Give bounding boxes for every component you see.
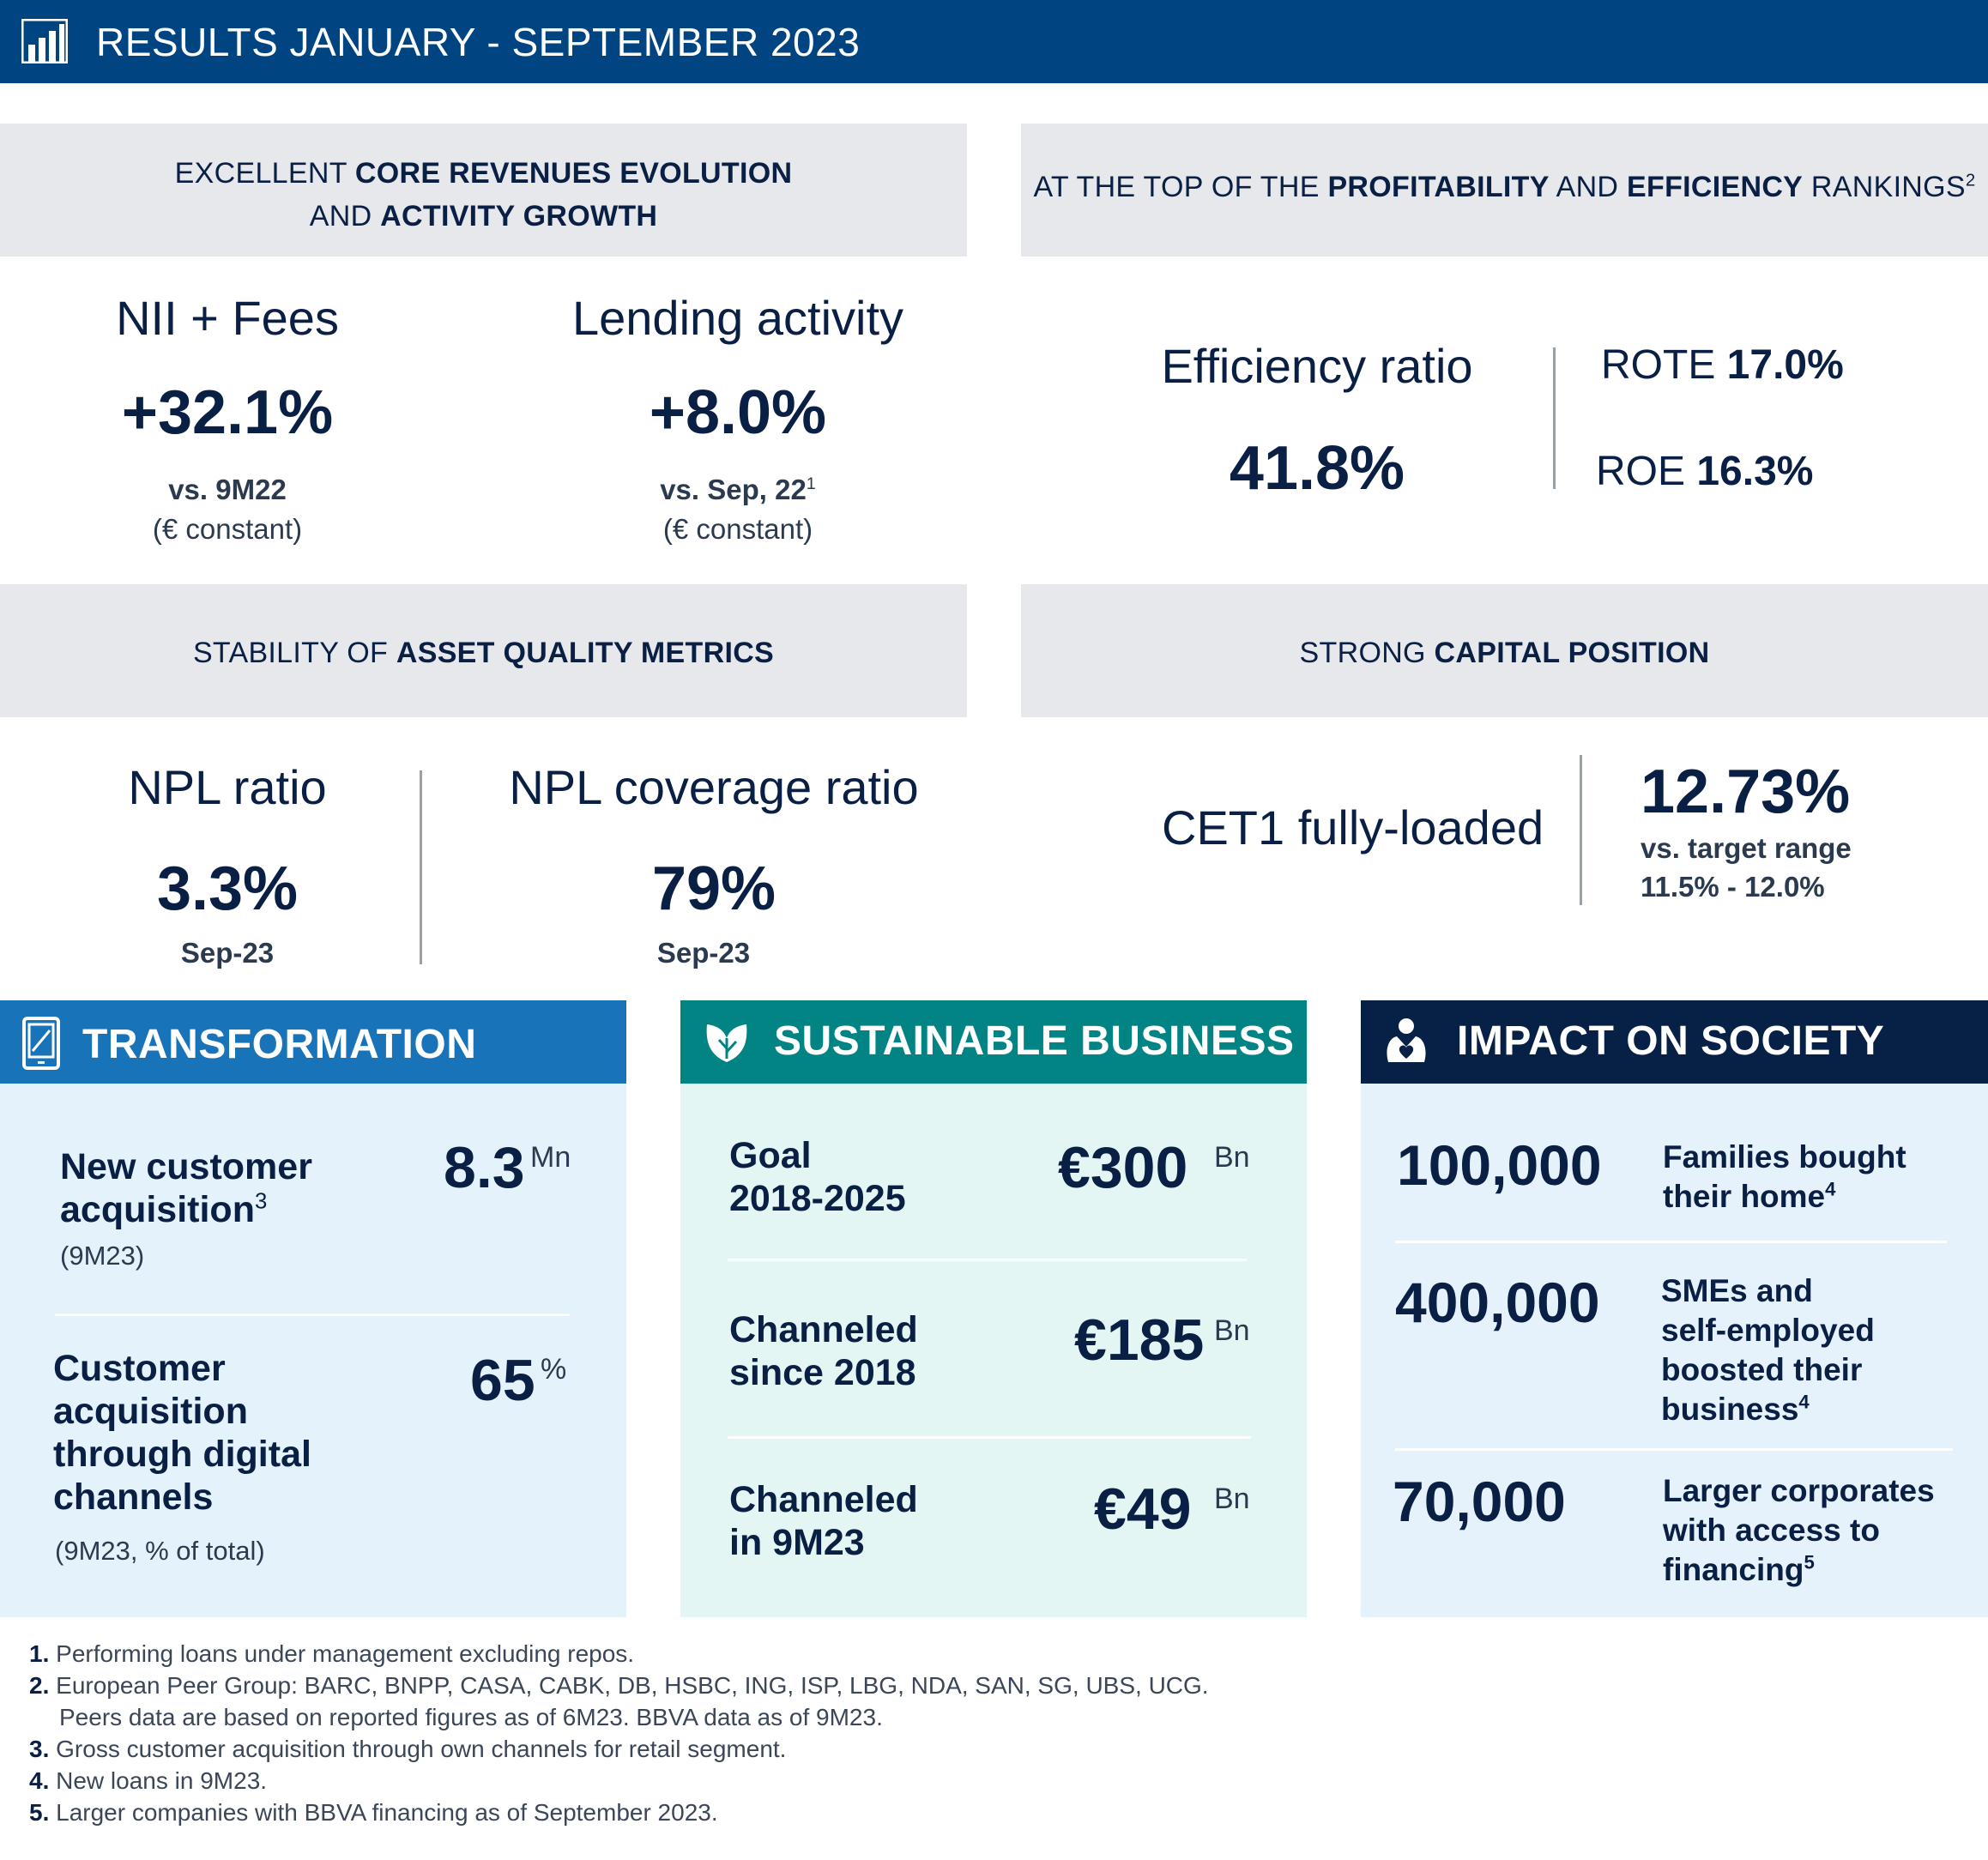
footnote: Peers data are based on reported figures… [59, 1704, 883, 1730]
goal-value: €300 [1058, 1135, 1188, 1200]
digital-acquisition-label: Customer acquisition through digital channe… [53, 1348, 311, 1518]
footnote: 1. Performing loans under management exc… [29, 1640, 635, 1667]
corporates-value: 70,000 [1393, 1470, 1566, 1533]
channeled-total-unit: Bn [1214, 1314, 1250, 1347]
lending-activity-value: +8.0% [649, 378, 827, 447]
divider [420, 770, 422, 964]
lending-activity-comparison: vs. Sep, 221 [660, 474, 816, 505]
lending-activity-label: Lending activity [571, 291, 904, 345]
npl-coverage-date: Sep-23 [656, 937, 751, 969]
core-revenues-title: EXCELLENT CORE REVENUES EVOLUTION AND AC… [174, 157, 793, 232]
asset-quality-panel [0, 584, 967, 717]
asset-quality-title: STABILITY OF ASSET QUALITY METRICS [192, 637, 775, 669]
capital-panel [1021, 584, 1988, 717]
profitability-panel [1021, 124, 1988, 257]
digital-acquisition-value: 65 [470, 1348, 535, 1413]
npl-ratio-value: 3.3% [156, 855, 299, 923]
nii-fees-comparison: vs. 9M22 [168, 474, 287, 505]
sustainable-title: SUSTAINABLE BUSINESS [774, 1018, 1295, 1064]
leaf-icon [706, 1024, 747, 1062]
divider [1553, 347, 1556, 489]
transformation-panel [0, 1084, 626, 1617]
smes-text: SMEs and self-employed boosted their busine… [1661, 1273, 1875, 1427]
roe-metric: ROE 16.3% [1596, 449, 1814, 494]
efficiency-ratio-value: 41.8% [1229, 434, 1405, 503]
people-heart-icon [1387, 1018, 1426, 1062]
npl-coverage-label: NPL coverage ratio [509, 760, 919, 814]
new-customer-value: 8.3 [444, 1135, 525, 1200]
sustainable-band [680, 1000, 1307, 1084]
new-customer-label: New customer acquisition3 [60, 1146, 312, 1230]
rote-metric: ROTE 17.0% [1601, 342, 1844, 388]
footnotes: 1. Performing loans under management exc… [29, 1638, 1209, 1828]
new-customer-unit: Mn [530, 1141, 571, 1174]
footnote: 2. European Peer Group: BARC, BNPP, CASA… [29, 1672, 1209, 1699]
tablet-icon [22, 1017, 60, 1070]
channeled-9m-value: €49 [1094, 1477, 1192, 1542]
footnote: 4. New loans in 9M23. [29, 1767, 268, 1794]
efficiency-ratio-label: Efficiency ratio [1161, 339, 1473, 393]
header-bar [0, 0, 1988, 83]
families-value: 100,000 [1397, 1133, 1602, 1197]
nii-fees-note: (€ constant) [152, 513, 303, 545]
divider [728, 1436, 1251, 1439]
new-customer-period: (9M23) [60, 1241, 145, 1271]
divider [728, 1259, 1247, 1261]
society-band [1361, 1000, 1988, 1084]
channeled-9m-unit: Bn [1214, 1483, 1250, 1515]
divider [1395, 1448, 1953, 1451]
corporates-text: Larger corporates with access to financing… [1663, 1473, 1935, 1587]
npl-ratio-date: Sep-23 [180, 937, 275, 969]
npl-ratio-label: NPL ratio [128, 760, 327, 814]
goal-label: Goal 2018-2025 [729, 1135, 906, 1219]
digital-acquisition-period: (9M23, % of total) [55, 1536, 265, 1566]
footnote: 3. Gross customer acquisition through ow… [29, 1736, 787, 1762]
divider [1395, 1241, 1947, 1243]
profitability-title: AT THE TOP OF THE PROFITABILITY AND EFFI… [1033, 171, 1976, 203]
sustainable-panel [680, 1084, 1307, 1617]
lending-activity-note: (€ constant) [662, 513, 813, 545]
transformation-title: TRANSFORMATION [82, 1022, 477, 1067]
transformation-band [0, 1000, 626, 1084]
smes-value: 400,000 [1395, 1271, 1600, 1334]
divider [1580, 755, 1582, 905]
npl-coverage-value: 79% [651, 855, 776, 923]
digital-acquisition-unit: % [541, 1353, 567, 1386]
capital-title: STRONG CAPITAL POSITION [1299, 637, 1710, 669]
channeled-9m-label: Channeled in 9M23 [729, 1479, 918, 1563]
channeled-total-value: €185 [1074, 1307, 1205, 1373]
channeled-total-label: Channeled since 2018 [729, 1309, 918, 1393]
nii-fees-value: +32.1% [121, 378, 334, 447]
goal-unit: Bn [1214, 1141, 1250, 1174]
cet1-target-label: vs. target range [1641, 832, 1852, 864]
society-panel [1361, 1084, 1988, 1617]
families-text: Families bought their home4 [1663, 1139, 1906, 1214]
cet1-label: CET1 fully-loaded [1162, 800, 1544, 855]
nii-fees-label: NII + Fees [116, 291, 339, 345]
footnote: 5. Larger companies with BBVA financing … [29, 1799, 718, 1826]
bar-chart-icon [21, 19, 68, 63]
divider [55, 1313, 570, 1316]
society-title: IMPACT ON SOCIETY [1457, 1018, 1885, 1064]
core-revenues-panel [0, 124, 967, 257]
cet1-target-range: 11.5% - 12.0% [1641, 871, 1825, 903]
cet1-value: 12.73% [1641, 758, 1851, 826]
page-title: RESULTS JANUARY - SEPTEMBER 2023 [96, 20, 861, 64]
